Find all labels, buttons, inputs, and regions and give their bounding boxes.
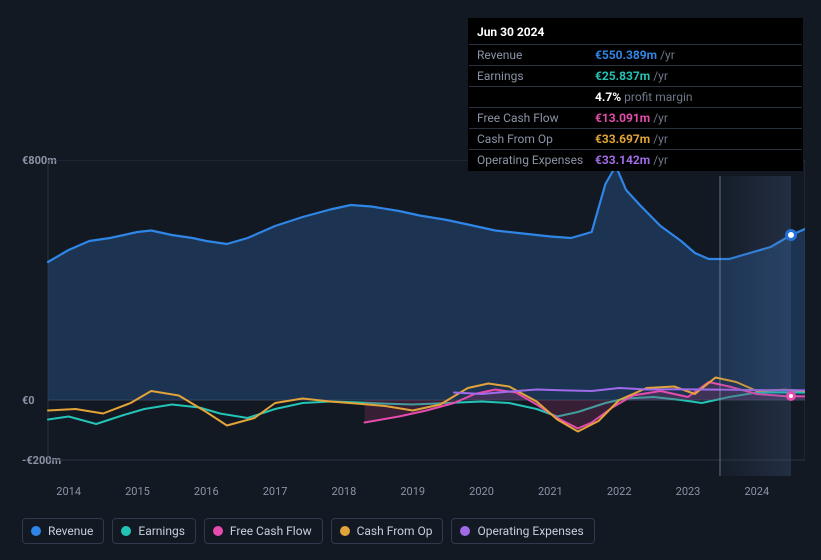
tooltip-row-label: Revenue [477,48,595,62]
legend-item[interactable]: Operating Expenses [451,518,594,544]
legend-swatch [121,526,131,536]
tooltip-row-value: 4.7% [595,90,621,104]
tooltip-row-value: €13.091m [595,111,650,125]
legend-label: Revenue [48,524,93,538]
tooltip-row-suffix: /yr [653,111,668,125]
tooltip-row: Revenue€550.389m/yr [469,45,802,66]
tooltip-row-label: Operating Expenses [477,153,595,167]
tooltip-row: Free Cash Flow€13.091m/yr [469,108,802,129]
legend-swatch [213,526,223,536]
x-axis-tick: 2016 [194,485,219,498]
cursor-dot-fcf [786,391,796,401]
legend-item[interactable]: Cash From Op [331,518,444,544]
legend-swatch [460,526,470,536]
x-axis-tick: 2019 [400,485,425,498]
tooltip-row-value: €25.837m [595,69,650,83]
legend-item[interactable]: Earnings [112,518,196,544]
x-axis-tick: 2018 [332,485,357,498]
x-axis-labels: 2014 2015 2016 2017 2018 2019 2020 2021 2022 2023… [16,485,805,503]
chart-plot [16,160,805,500]
chart-tooltip: Jun 30 2024 Revenue€550.389m/yrEarnings€… [468,18,803,171]
x-axis-tick: 2022 [607,485,632,498]
tooltip-row-suffix: /yr [653,69,668,83]
legend-label: Cash From Op [357,524,433,538]
x-axis-tick: 2015 [125,485,150,498]
tooltip-row-suffix: /yr [660,48,675,62]
tooltip-row-label: Free Cash Flow [477,111,595,125]
tooltip-row: Operating Expenses€33.142m/yr [469,150,802,170]
tooltip-row-value: €33.142m [595,153,650,167]
legend-label: Operating Expenses [477,524,583,538]
tooltip-row-value: €550.389m [595,48,657,62]
x-axis-tick: 2017 [263,485,288,498]
legend-label: Free Cash Flow [230,524,312,538]
x-axis-tick: 2014 [56,485,81,498]
tooltip-row-value: €33.697m [595,132,650,146]
tooltip-row-suffix: profit margin [624,90,692,104]
tooltip-date: Jun 30 2024 [469,19,802,45]
legend-swatch [31,526,41,536]
chart-svg [16,160,805,476]
tooltip-row-label: Cash From Op [477,132,595,146]
legend-label: Earnings [138,524,185,538]
x-axis-tick: 2023 [676,485,701,498]
cursor-highlight [719,176,791,476]
tooltip-row: Earnings€25.837m/yr [469,66,802,87]
x-axis-tick: 2021 [538,485,563,498]
tooltip-row-label: Earnings [477,69,595,83]
legend-item[interactable]: Revenue [22,518,104,544]
x-axis-tick: 2024 [744,485,769,498]
tooltip-row-suffix: /yr [653,132,668,146]
tooltip-row-suffix: /yr [653,153,668,167]
tooltip-row: 4.7%profit margin [469,87,802,108]
legend-item[interactable]: Free Cash Flow [204,518,323,544]
legend-swatch [340,526,350,536]
tooltip-row: Cash From Op€33.697m/yr [469,129,802,150]
x-axis-tick: 2020 [469,485,494,498]
cursor-line [719,176,721,476]
cursor-dot-revenue [785,229,797,241]
chart-legend: Revenue Earnings Free Cash Flow Cash From O… [22,518,595,544]
